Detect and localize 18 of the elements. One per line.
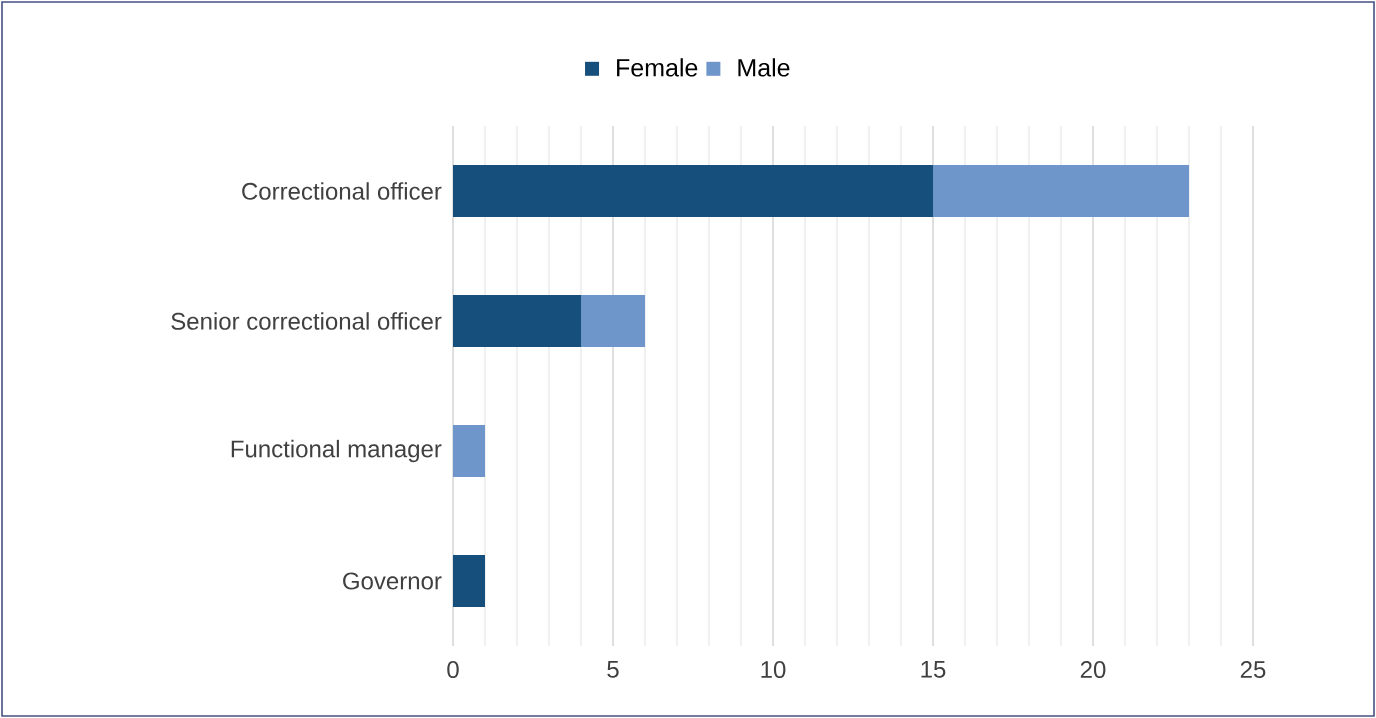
x-tick-label: 25 <box>1240 661 1266 679</box>
bar <box>453 165 934 218</box>
legend-label: Male <box>738 58 790 77</box>
bar <box>453 295 582 348</box>
x-tick-label: 20 <box>1080 661 1106 679</box>
bar <box>453 425 485 478</box>
y-tick-label: Governor <box>343 572 442 590</box>
bar <box>453 555 485 608</box>
bar <box>933 165 1189 218</box>
bar <box>581 295 645 348</box>
y-tick-label: Correctional officer <box>242 182 442 200</box>
x-tick-label: 10 <box>761 661 786 679</box>
x-tick-label: 5 <box>607 661 619 678</box>
y-tick-label: Functional manager <box>231 439 442 463</box>
y-tick-label: Senior correctional officer <box>171 312 442 330</box>
x-tick-label: 15 <box>921 661 946 678</box>
x-tick-label: 0 <box>447 661 459 679</box>
legend-label: Female <box>617 58 698 77</box>
